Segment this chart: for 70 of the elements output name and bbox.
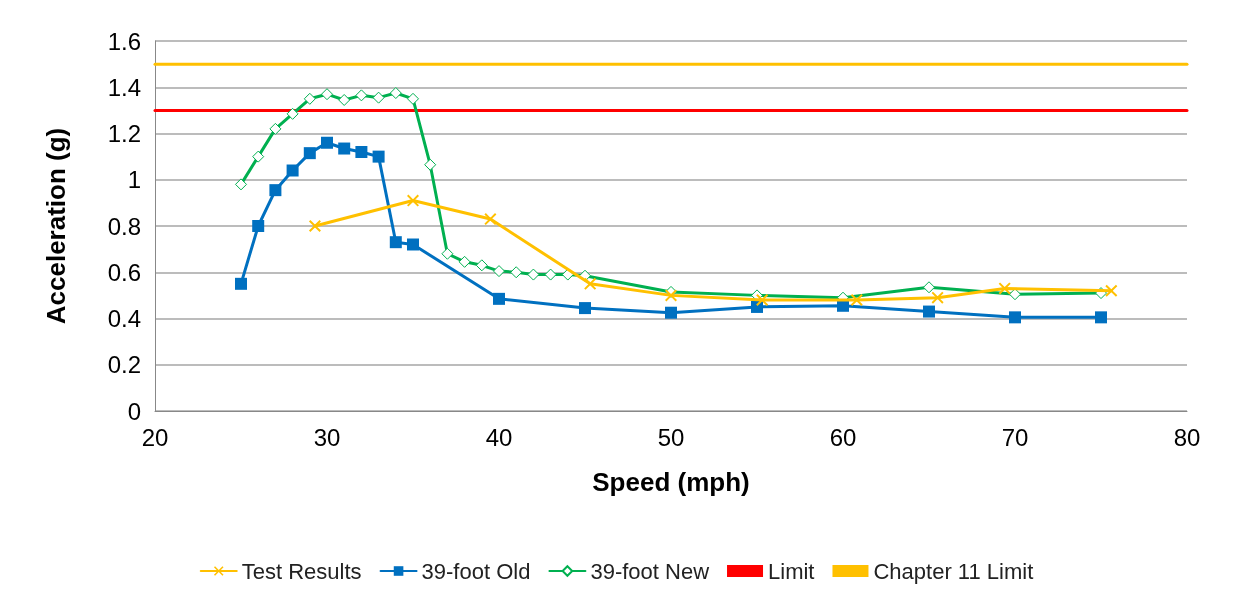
point [923, 305, 935, 318]
x-tick-label: 30 [313, 423, 341, 451]
point [321, 136, 333, 149]
y-tick-label: 1.4 [107, 73, 141, 101]
y-tick-label: 0.8 [107, 212, 141, 240]
point [269, 122, 282, 135]
x-tick-label: 60 [829, 423, 857, 451]
point [338, 142, 351, 155]
point [751, 300, 763, 313]
point [303, 92, 316, 105]
point [407, 238, 419, 251]
legend-label: Test Results [241, 558, 362, 584]
y-tick-label: 1 [127, 166, 141, 194]
point [407, 92, 419, 105]
point [1009, 311, 1021, 324]
point [372, 91, 385, 104]
point [389, 87, 402, 100]
point [579, 302, 591, 315]
y-tick-label: 0.2 [107, 351, 141, 379]
point [252, 220, 265, 232]
y-tick-label: 0 [127, 397, 141, 425]
x-tick-label: 50 [657, 423, 685, 451]
point [493, 265, 505, 278]
point [584, 277, 597, 290]
point [286, 164, 299, 177]
point [1095, 311, 1107, 324]
y-axis-title: Acceleration (g) [41, 127, 71, 325]
point [338, 93, 351, 106]
point [372, 150, 385, 163]
legend-label: Limit [768, 558, 815, 584]
point [931, 291, 944, 304]
point [484, 213, 497, 226]
point [665, 306, 677, 319]
point [458, 255, 471, 268]
point [235, 277, 247, 290]
y-tick-label: 1.6 [107, 27, 141, 55]
legend-label: 39-foot Old [421, 558, 531, 584]
point [475, 259, 488, 272]
legend-label: Chapter 11 Limit [873, 558, 1034, 584]
point [321, 88, 333, 101]
point [252, 150, 265, 163]
legend-label: 39-foot New [590, 558, 710, 584]
point [850, 294, 863, 306]
y-tick-label: 1.2 [107, 120, 141, 147]
point [308, 220, 321, 232]
point [441, 247, 454, 260]
x-tick-label: 70 [1001, 423, 1029, 451]
y-tick-label: 0.4 [107, 305, 141, 332]
point [355, 146, 368, 158]
point [303, 147, 316, 160]
point [510, 266, 523, 279]
point [1105, 284, 1118, 297]
x-tick-label: 40 [485, 423, 513, 451]
point [756, 294, 769, 306]
point [269, 184, 282, 197]
x-axis-title: Speed (mph) [592, 467, 750, 497]
point [544, 268, 557, 281]
point [389, 236, 402, 249]
point [665, 289, 677, 302]
point [998, 282, 1011, 295]
point [355, 89, 368, 102]
point [424, 158, 437, 171]
point [286, 107, 299, 120]
point [527, 268, 540, 281]
x-tick-label: 80 [1173, 423, 1201, 451]
point [923, 281, 935, 294]
point [235, 178, 247, 191]
y-tick-label: 0.6 [107, 258, 141, 286]
point [493, 292, 505, 305]
x-tick-label: 20 [141, 423, 169, 451]
